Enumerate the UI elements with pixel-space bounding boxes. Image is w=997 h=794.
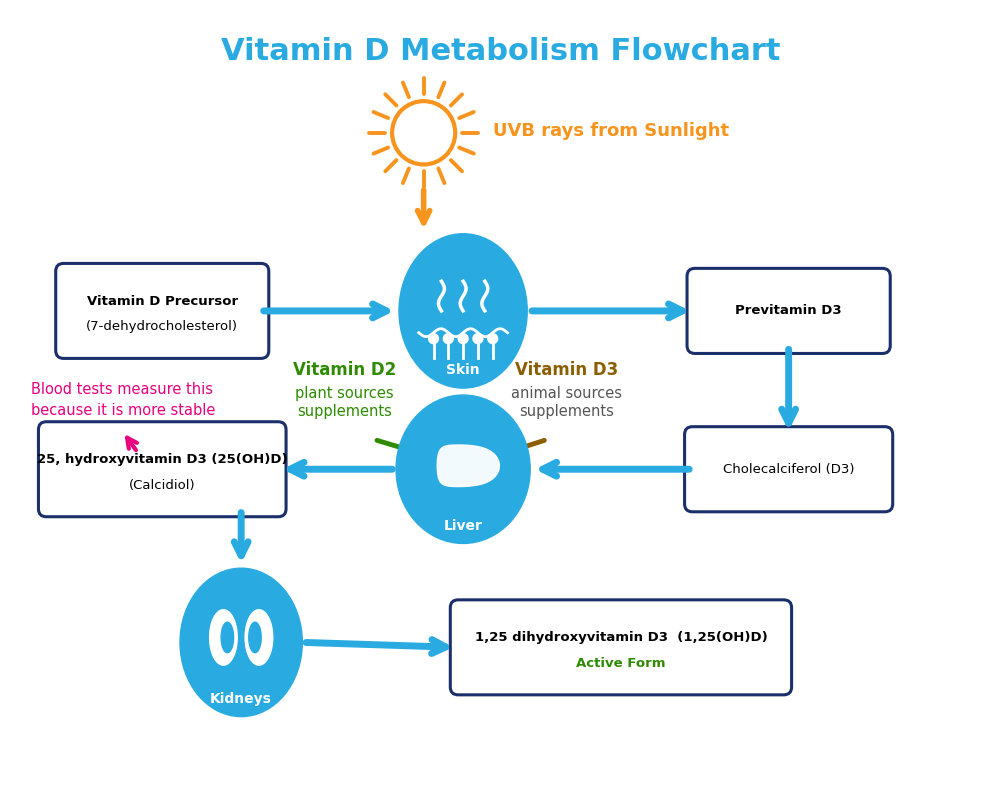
Text: Previtamin D3: Previtamin D3: [736, 304, 841, 318]
Text: 1,25 dihydroxyvitamin D3  (1,25(OH)D): 1,25 dihydroxyvitamin D3 (1,25(OH)D): [475, 631, 768, 644]
Circle shape: [429, 333, 439, 344]
Ellipse shape: [396, 395, 530, 543]
Text: Blood tests measure this
because it is more stable: Blood tests measure this because it is m…: [31, 382, 215, 418]
Text: Vitamin D3: Vitamin D3: [515, 361, 618, 380]
Text: Vitamin D2: Vitamin D2: [293, 361, 397, 380]
Text: plant sources: plant sources: [295, 386, 394, 400]
FancyBboxPatch shape: [687, 268, 890, 353]
FancyBboxPatch shape: [685, 426, 892, 512]
Text: supplements: supplements: [519, 404, 614, 419]
Polygon shape: [245, 610, 273, 665]
Text: UVB rays from Sunlight: UVB rays from Sunlight: [493, 121, 729, 140]
FancyBboxPatch shape: [451, 599, 792, 695]
Text: Kidneys: Kidneys: [210, 692, 272, 706]
Text: Vitamin D Precursor: Vitamin D Precursor: [87, 295, 238, 307]
Polygon shape: [249, 622, 261, 653]
Text: Vitamin D Metabolism Flowchart: Vitamin D Metabolism Flowchart: [221, 37, 781, 66]
Text: (7-dehydrocholesterol): (7-dehydrocholesterol): [87, 320, 238, 333]
Polygon shape: [209, 610, 237, 665]
Text: 25, hydroxyvitamin D3 (25(OH)D): 25, hydroxyvitamin D3 (25(OH)D): [37, 453, 287, 466]
FancyBboxPatch shape: [39, 422, 286, 517]
FancyBboxPatch shape: [56, 264, 269, 358]
Circle shape: [459, 333, 468, 344]
Circle shape: [473, 333, 483, 344]
Text: Skin: Skin: [447, 364, 480, 377]
Text: Cholecalciferol (D3): Cholecalciferol (D3): [723, 463, 854, 476]
Circle shape: [444, 333, 454, 344]
Text: (Calcidiol): (Calcidiol): [129, 479, 195, 491]
Ellipse shape: [399, 233, 527, 388]
Text: animal sources: animal sources: [511, 386, 622, 400]
Polygon shape: [221, 622, 233, 653]
Ellipse shape: [180, 569, 302, 717]
Circle shape: [488, 333, 498, 344]
Polygon shape: [438, 445, 499, 487]
Text: Active Form: Active Form: [576, 657, 666, 669]
Text: Liver: Liver: [444, 518, 483, 533]
Text: supplements: supplements: [297, 404, 392, 419]
